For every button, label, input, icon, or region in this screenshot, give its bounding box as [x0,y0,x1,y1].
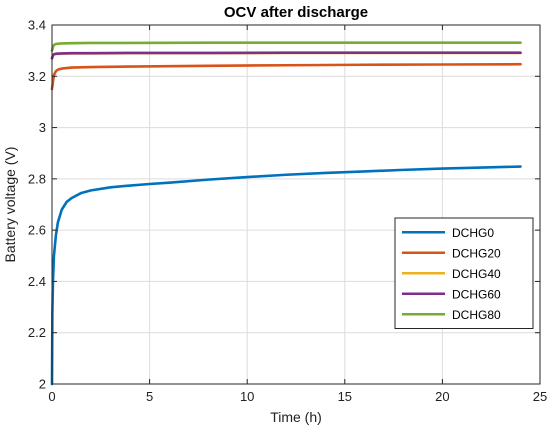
y-tick-label: 2.4 [28,274,46,289]
legend-label: DCHG20 [452,246,501,260]
legend-label: DCHG0 [452,226,494,240]
axis-ticks: 0 5 10 15 20 25 2 2.2 2.4 2.6 2.8 3 3.2 3.4 [28,18,547,405]
series-line-dchg20 [50,62,522,91]
plot-frame [51,24,541,385]
x-tick-label: 20 [435,389,449,404]
legend-label: DCHG40 [452,267,501,281]
y-tick-label: 2.6 [28,223,46,238]
series-line-dchg0 [50,165,522,386]
series-line-dchg60 [50,51,522,60]
y-tick-label: 3 [39,120,46,135]
legend-label: DCHG60 [452,287,501,301]
x-tick-label: 10 [240,389,254,404]
x-axis-label: Time (h) [270,409,322,425]
chart-title: OCV after discharge [224,4,368,21]
y-axis-label: Battery voltage (V) [2,147,18,263]
series-lines [50,41,522,386]
y-tick-label: 3.2 [28,69,46,84]
x-tick-label: 5 [146,389,153,404]
legend: DCHG0 DCHG20 DCHG40 DCHG60 DCHG80 [394,217,534,329]
y-tick-label: 2.2 [28,325,46,340]
y-tick-label: 3.4 [28,18,46,33]
y-tick-label: 2.8 [28,171,46,186]
plot-area [52,25,540,384]
y-tick-label: 2 [39,377,46,392]
series-line-dchg80 [50,41,522,52]
legend-label: DCHG80 [452,308,501,322]
x-tick-label: 15 [338,389,352,404]
x-tick-label: 0 [48,389,55,404]
x-tick-label: 25 [533,389,547,404]
